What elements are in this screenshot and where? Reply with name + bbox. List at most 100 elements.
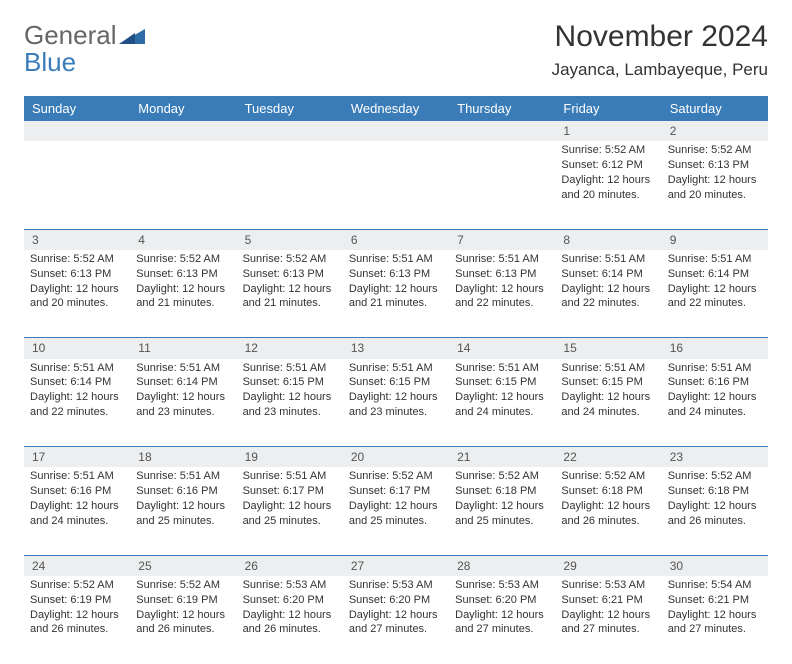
- day-cell: Sunrise: 5:53 AMSunset: 6:20 PMDaylight:…: [449, 576, 555, 664]
- day-number-cell: 19: [237, 447, 343, 468]
- day-number-cell: 12: [237, 338, 343, 359]
- day-cell: Sunrise: 5:52 AMSunset: 6:18 PMDaylight:…: [555, 467, 661, 555]
- sunrise-text: Sunrise: 5:52 AM: [349, 469, 443, 484]
- sunset-text: Sunset: 6:20 PM: [455, 593, 549, 608]
- daylight2-text: and 23 minutes.: [243, 405, 337, 420]
- sunrise-text: Sunrise: 5:51 AM: [243, 469, 337, 484]
- sunrise-text: Sunrise: 5:53 AM: [349, 578, 443, 593]
- day-cell: Sunrise: 5:53 AMSunset: 6:20 PMDaylight:…: [237, 576, 343, 664]
- sunrise-text: Sunrise: 5:52 AM: [455, 469, 549, 484]
- sunset-text: Sunset: 6:17 PM: [243, 484, 337, 499]
- day-number-cell: 10: [24, 338, 130, 359]
- daylight1-text: Daylight: 12 hours: [561, 499, 655, 514]
- sunset-text: Sunset: 6:21 PM: [668, 593, 762, 608]
- sunset-text: Sunset: 6:19 PM: [136, 593, 230, 608]
- sunset-text: Sunset: 6:16 PM: [668, 375, 762, 390]
- day-number-cell: [130, 121, 236, 141]
- weekday-header: Wednesday: [343, 96, 449, 121]
- sunset-text: Sunset: 6:20 PM: [243, 593, 337, 608]
- daylight1-text: Daylight: 12 hours: [349, 499, 443, 514]
- day-number-cell: 26: [237, 555, 343, 576]
- daynum-row: 17181920212223: [24, 447, 768, 468]
- daylight1-text: Daylight: 12 hours: [561, 173, 655, 188]
- day-number-cell: 4: [130, 229, 236, 250]
- daylight2-text: and 22 minutes.: [30, 405, 124, 420]
- daylight2-text: and 25 minutes.: [349, 514, 443, 529]
- sunrise-text: Sunrise: 5:51 AM: [30, 469, 124, 484]
- day-number-cell: 8: [555, 229, 661, 250]
- daylight1-text: Daylight: 12 hours: [349, 282, 443, 297]
- weekday-header: Friday: [555, 96, 661, 121]
- day-number-cell: 24: [24, 555, 130, 576]
- brand-part1: General: [24, 20, 117, 50]
- sunrise-text: Sunrise: 5:52 AM: [136, 578, 230, 593]
- day-number-cell: 17: [24, 447, 130, 468]
- day-cell: Sunrise: 5:52 AMSunset: 6:13 PMDaylight:…: [237, 250, 343, 338]
- day-number-cell: 18: [130, 447, 236, 468]
- daylight1-text: Daylight: 12 hours: [30, 390, 124, 405]
- sunset-text: Sunset: 6:18 PM: [668, 484, 762, 499]
- daylight1-text: Daylight: 12 hours: [668, 499, 762, 514]
- weekday-header: Monday: [130, 96, 236, 121]
- daylight2-text: and 26 minutes.: [561, 514, 655, 529]
- daynum-row: 10111213141516: [24, 338, 768, 359]
- day-cell: [24, 141, 130, 229]
- day-cell: Sunrise: 5:51 AMSunset: 6:14 PMDaylight:…: [555, 250, 661, 338]
- day-cell: Sunrise: 5:51 AMSunset: 6:17 PMDaylight:…: [237, 467, 343, 555]
- sunset-text: Sunset: 6:20 PM: [349, 593, 443, 608]
- daylight2-text: and 26 minutes.: [668, 514, 762, 529]
- daylight2-text: and 23 minutes.: [349, 405, 443, 420]
- daylight2-text: and 23 minutes.: [136, 405, 230, 420]
- sunrise-text: Sunrise: 5:53 AM: [561, 578, 655, 593]
- day-number-cell: 11: [130, 338, 236, 359]
- sunrise-text: Sunrise: 5:53 AM: [455, 578, 549, 593]
- day-cell: [237, 141, 343, 229]
- daylight1-text: Daylight: 12 hours: [136, 390, 230, 405]
- sunset-text: Sunset: 6:13 PM: [668, 158, 762, 173]
- page-header: GeneralBlue November 2024 Jayanca, Lamba…: [24, 20, 768, 80]
- sunrise-text: Sunrise: 5:52 AM: [668, 469, 762, 484]
- day-number-cell: 14: [449, 338, 555, 359]
- sunset-text: Sunset: 6:13 PM: [30, 267, 124, 282]
- daylight2-text: and 27 minutes.: [668, 622, 762, 637]
- sunrise-text: Sunrise: 5:51 AM: [455, 252, 549, 267]
- week-row: Sunrise: 5:52 AMSunset: 6:13 PMDaylight:…: [24, 250, 768, 338]
- daynum-row: 3456789: [24, 229, 768, 250]
- day-cell: Sunrise: 5:52 AMSunset: 6:13 PMDaylight:…: [130, 250, 236, 338]
- day-cell: Sunrise: 5:52 AMSunset: 6:18 PMDaylight:…: [662, 467, 768, 555]
- daylight1-text: Daylight: 12 hours: [455, 499, 549, 514]
- day-cell: Sunrise: 5:51 AMSunset: 6:13 PMDaylight:…: [343, 250, 449, 338]
- sunset-text: Sunset: 6:13 PM: [349, 267, 443, 282]
- day-number-cell: [24, 121, 130, 141]
- daylight1-text: Daylight: 12 hours: [455, 608, 549, 623]
- day-cell: Sunrise: 5:51 AMSunset: 6:14 PMDaylight:…: [662, 250, 768, 338]
- daylight1-text: Daylight: 12 hours: [455, 282, 549, 297]
- day-cell: Sunrise: 5:51 AMSunset: 6:16 PMDaylight:…: [130, 467, 236, 555]
- day-number-cell: 21: [449, 447, 555, 468]
- daylight2-text: and 25 minutes.: [455, 514, 549, 529]
- daylight1-text: Daylight: 12 hours: [30, 608, 124, 623]
- week-row: Sunrise: 5:52 AMSunset: 6:19 PM Daylight:…: [24, 576, 768, 664]
- daylight1-text: Daylight: 12 hours: [455, 390, 549, 405]
- day-number-cell: 16: [662, 338, 768, 359]
- day-number-cell: 9: [662, 229, 768, 250]
- day-number-cell: [343, 121, 449, 141]
- sunrise-text: Sunrise: 5:52 AM: [243, 252, 337, 267]
- daynum-row: 24252627282930: [24, 555, 768, 576]
- weekday-header: Thursday: [449, 96, 555, 121]
- daylight2-text: and 25 minutes.: [243, 514, 337, 529]
- day-cell: [343, 141, 449, 229]
- daynum-row: 12: [24, 121, 768, 141]
- sunset-text: Sunset: 6:14 PM: [668, 267, 762, 282]
- sunset-text: Sunset: 6:21 PM: [561, 593, 655, 608]
- calendar-table: Sunday Monday Tuesday Wednesday Thursday…: [24, 96, 768, 664]
- daylight1-text: Daylight: 12 hours: [668, 173, 762, 188]
- day-cell: Sunrise: 5:51 AMSunset: 6:16 PMDaylight:…: [662, 359, 768, 447]
- sunrise-text: Sunrise: 5:51 AM: [668, 361, 762, 376]
- daylight2-text: and 24 minutes.: [668, 405, 762, 420]
- sunset-text: Sunset: 6:13 PM: [243, 267, 337, 282]
- sunrise-text: Sunrise: 5:52 AM: [668, 143, 762, 158]
- daylight1-text: Daylight: 12 hours: [668, 608, 762, 623]
- daylight2-text: and 25 minutes.: [136, 514, 230, 529]
- day-number-cell: 20: [343, 447, 449, 468]
